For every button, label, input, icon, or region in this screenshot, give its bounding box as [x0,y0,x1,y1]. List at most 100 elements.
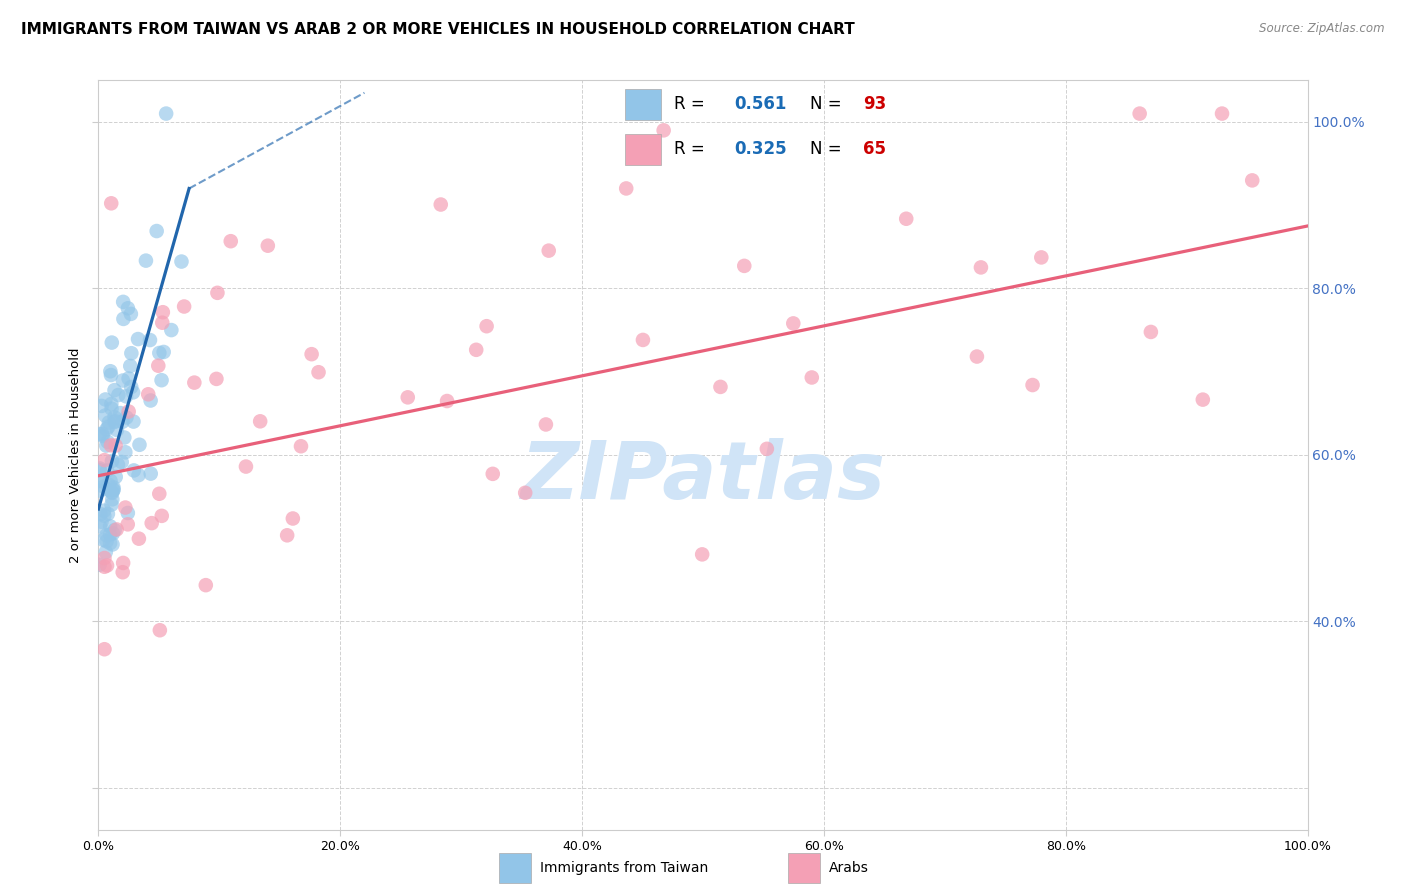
Point [117,517,139,532]
Point [97,416,120,430]
Point [89,558,111,572]
Point [122,385,145,400]
Point [98,519,121,533]
Point [104,414,127,428]
Point [148,346,170,360]
Point [537,244,560,258]
Point [100,474,122,488]
Point [93,453,115,467]
Point [98,527,121,541]
Point [96,463,118,477]
Point [105,523,128,537]
Point [145,224,167,238]
Point [111,374,134,388]
Point [219,234,242,248]
Text: Source: ZipAtlas.com: Source: ZipAtlas.com [1260,22,1385,36]
Point [100,401,122,416]
Point [98,364,121,378]
Y-axis label: 2 or more Vehicles in Household: 2 or more Vehicles in Household [69,347,83,563]
FancyBboxPatch shape [787,854,821,883]
Point [103,410,125,425]
Point [436,394,458,409]
Point [97,507,120,521]
Point [97,434,120,449]
Point [117,371,139,385]
Point [112,556,135,570]
Point [1241,173,1264,187]
Point [89,507,111,521]
Point [896,211,918,226]
Point [733,259,755,273]
Point [100,498,122,512]
Point [100,397,122,411]
Point [104,470,127,484]
Point [276,528,298,542]
Point [117,301,139,316]
Point [205,372,228,386]
Point [101,492,124,507]
Point [800,370,823,384]
Point [111,455,134,469]
Point [117,506,139,520]
Point [94,545,117,559]
Point [112,312,135,326]
Point [107,458,129,472]
Text: N =: N = [810,140,846,158]
Point [111,415,134,429]
Point [101,483,124,498]
Point [256,238,278,252]
Point [135,253,157,268]
Point [111,566,134,580]
Point [160,323,183,337]
Point [652,123,675,137]
Point [101,335,124,350]
Point [170,254,193,268]
Text: ZIPatlas: ZIPatlas [520,438,886,516]
Point [100,196,122,211]
Text: 93: 93 [863,95,886,113]
Point [105,423,128,437]
Point [89,461,111,475]
Point [308,365,330,379]
Point [709,380,731,394]
Point [90,515,112,529]
Point [94,409,117,423]
Point [149,624,172,638]
Point [128,532,150,546]
FancyBboxPatch shape [624,134,661,164]
Point [115,389,138,403]
Point [475,319,498,334]
Point [114,500,136,515]
Point [103,483,125,497]
Point [1191,392,1213,407]
Text: Immigrants from Taiwan: Immigrants from Taiwan [540,861,709,875]
Point [481,467,503,481]
Point [118,404,141,418]
Point [96,422,118,436]
Point [89,483,111,498]
Point [139,333,162,347]
Point [93,559,115,574]
Point [966,350,988,364]
Point [101,485,124,500]
Point [114,445,136,459]
Point [91,427,114,442]
Point [120,346,142,360]
Point [782,317,804,331]
Point [122,463,145,477]
Point [148,487,170,501]
Point [249,414,271,428]
Point [396,390,419,404]
Point [1021,378,1043,392]
Point [139,467,162,481]
Point [136,387,159,401]
Point [100,368,122,382]
Point [103,415,125,429]
Point [690,547,713,561]
Point [100,438,122,452]
Text: IMMIGRANTS FROM TAIWAN VS ARAB 2 OR MORE VEHICLES IN HOUSEHOLD CORRELATION CHART: IMMIGRANTS FROM TAIWAN VS ARAB 2 OR MORE… [21,22,855,37]
Point [97,419,120,434]
Point [465,343,488,357]
Text: 0.325: 0.325 [734,140,786,158]
Point [173,300,195,314]
